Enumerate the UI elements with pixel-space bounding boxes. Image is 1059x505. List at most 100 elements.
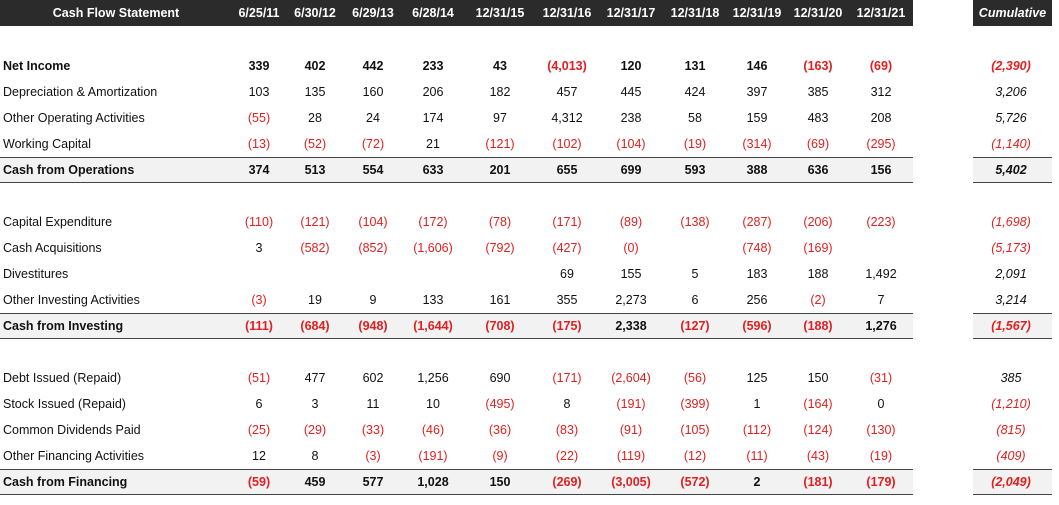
table-row: Working Capital (13) (52) (72) 21 (121) (102) (… (0, 131, 1059, 157)
value-cell: 445 (620, 85, 642, 99)
row-label: Capital Expenditure (3, 215, 113, 229)
value-cell: (852) (358, 241, 388, 255)
table-row: Other Operating Activities (55) 28 24 174 97 4… (0, 105, 1059, 131)
cumulative-cell: 5,402 (995, 163, 1027, 177)
column-header-1: 6/30/12 (294, 6, 336, 20)
value-cell: 201 (489, 163, 511, 177)
value-cell: (124) (803, 423, 833, 437)
row-label: Divestitures (3, 267, 69, 281)
row-label: Debt Issued (Repaid) (3, 371, 122, 385)
value-cell: (171) (552, 215, 582, 229)
value-cell: (110) (244, 215, 274, 229)
value-cell: (3) (251, 293, 267, 307)
cumulative-cell: 385 (1000, 371, 1022, 385)
value-cell: 131 (684, 59, 706, 73)
value-cell: 43 (493, 59, 507, 73)
value-cell: 5 (691, 267, 699, 281)
value-cell: (89) (619, 215, 643, 229)
value-cell: (11) (746, 449, 768, 463)
column-header-9: 12/31/20 (793, 6, 843, 20)
value-cell: 161 (489, 293, 511, 307)
value-cell: (1,606) (413, 241, 453, 255)
cumulative-header-bar (973, 0, 1052, 26)
value-cell: 699 (620, 163, 642, 177)
value-cell (402, 261, 464, 287)
table-row: Net Income 339 402 442 233 43 (4,013) 120 131 146… (0, 53, 1059, 79)
value-cell: (112) (742, 423, 772, 437)
value-cell: (188) (803, 319, 833, 333)
value-cell: 6 (691, 293, 699, 307)
cumulative-cell: 3,206 (995, 85, 1027, 99)
value-cell: 238 (620, 111, 642, 125)
cumulative-cell: (815) (996, 423, 1026, 437)
row-label: Cash from Investing (3, 319, 124, 333)
value-cell: 690 (489, 371, 511, 385)
value-cell: (19) (683, 137, 707, 151)
value-cell: (102) (552, 137, 582, 151)
value-cell: 1,028 (417, 475, 449, 489)
value-cell: (59) (247, 475, 271, 489)
column-header-5: 12/31/16 (542, 6, 592, 20)
value-cell: 188 (807, 267, 829, 281)
value-cell: 208 (870, 111, 892, 125)
value-cell: (0) (623, 241, 639, 255)
value-cell: (111) (245, 319, 273, 333)
value-cell: (3) (365, 449, 381, 463)
value-cell (284, 261, 346, 287)
column-header-3: 6/28/14 (412, 6, 454, 20)
value-cell: 150 (807, 371, 829, 385)
value-cell: 633 (422, 163, 444, 177)
value-cell: (43) (806, 449, 830, 463)
row-label: Stock Issued (Repaid) (3, 397, 126, 411)
value-cell (850, 235, 912, 261)
value-cell: (269) (552, 475, 582, 489)
value-cell: 24 (366, 111, 380, 125)
value-cell: (72) (361, 137, 385, 151)
value-cell: (52) (303, 137, 327, 151)
value-cell: 156 (870, 163, 892, 177)
value-cell: (2,604) (611, 371, 651, 385)
value-cell: 146 (746, 59, 768, 73)
value-cell: 1,276 (865, 319, 897, 333)
value-cell: (164) (803, 397, 833, 411)
value-cell: 4,312 (551, 111, 583, 125)
value-cell: 150 (489, 475, 511, 489)
value-cell: (295) (866, 137, 896, 151)
value-cell: (19) (869, 449, 893, 463)
value-cell: 8 (311, 449, 319, 463)
value-cell: (56) (683, 371, 707, 385)
value-cell: 133 (422, 293, 444, 307)
value-cell: (191) (418, 449, 448, 463)
value-cell: 339 (248, 59, 270, 73)
value-cell: 206 (422, 85, 444, 99)
value-cell: (119) (616, 449, 646, 463)
cumulative-cell: 5,726 (995, 111, 1027, 125)
value-cell: (51) (247, 371, 271, 385)
value-cell: (172) (418, 215, 448, 229)
value-cell: 182 (489, 85, 511, 99)
value-cell: 19 (308, 293, 322, 307)
value-cell: 21 (426, 137, 440, 151)
value-cell: (25) (247, 423, 271, 437)
column-header-6: 12/31/17 (606, 6, 656, 20)
column-header-7: 12/31/18 (670, 6, 720, 20)
value-cell: 593 (684, 163, 706, 177)
value-cell: (12) (683, 449, 707, 463)
value-cell: (399) (680, 397, 710, 411)
value-cell (228, 261, 290, 287)
value-cell: (33) (361, 423, 385, 437)
value-cell: (105) (680, 423, 710, 437)
table-row: Common Dividends Paid (25) (29) (33) (46) (36… (0, 417, 1059, 443)
value-cell: 1,256 (417, 371, 449, 385)
value-cell: 125 (746, 371, 768, 385)
row-label: Net Income (3, 59, 71, 73)
value-cell: 256 (746, 293, 768, 307)
value-cell: (427) (552, 241, 582, 255)
value-cell: (13) (247, 137, 271, 151)
value-cell: (495) (485, 397, 515, 411)
value-cell: 2,273 (615, 293, 647, 307)
value-cell: (1,644) (413, 319, 453, 333)
cumulative-total-background (973, 469, 1052, 495)
total-row: Cash from Investing (111) (684) (948) (1,644… (0, 313, 1059, 339)
value-cell: 103 (248, 85, 270, 99)
